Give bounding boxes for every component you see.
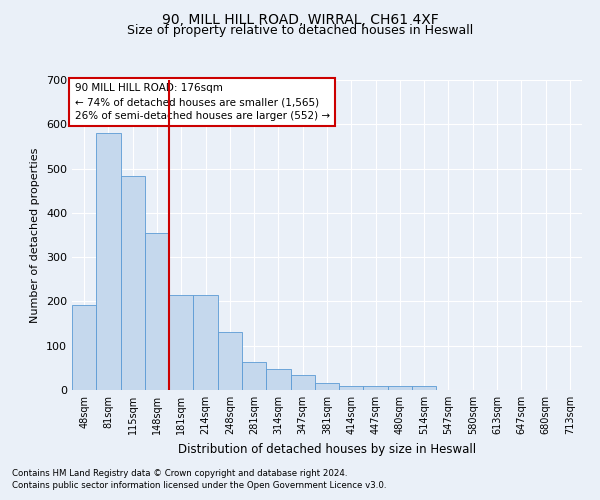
Bar	[339, 386, 364, 390]
Bar	[242, 362, 266, 390]
Text: 90 MILL HILL ROAD: 176sqm
← 74% of detached houses are smaller (1,565)
26% of se: 90 MILL HILL ROAD: 176sqm ← 74% of detac…	[74, 83, 329, 121]
Bar	[72, 304, 96, 390]
Bar	[266, 368, 290, 390]
Bar	[169, 295, 193, 390]
Bar	[121, 176, 145, 390]
Bar	[145, 233, 169, 390]
Text: Contains public sector information licensed under the Open Government Licence v3: Contains public sector information licen…	[12, 481, 386, 490]
Bar	[412, 386, 436, 390]
Bar	[388, 386, 412, 390]
Y-axis label: Number of detached properties: Number of detached properties	[31, 148, 40, 322]
Bar	[364, 386, 388, 390]
Text: Size of property relative to detached houses in Heswall: Size of property relative to detached ho…	[127, 24, 473, 37]
Bar	[96, 133, 121, 390]
Text: Contains HM Land Registry data © Crown copyright and database right 2024.: Contains HM Land Registry data © Crown c…	[12, 468, 347, 477]
Bar	[315, 384, 339, 390]
Bar	[290, 374, 315, 390]
Bar	[193, 295, 218, 390]
Text: 90, MILL HILL ROAD, WIRRAL, CH61 4XF: 90, MILL HILL ROAD, WIRRAL, CH61 4XF	[161, 12, 439, 26]
Bar	[218, 332, 242, 390]
X-axis label: Distribution of detached houses by size in Heswall: Distribution of detached houses by size …	[178, 442, 476, 456]
